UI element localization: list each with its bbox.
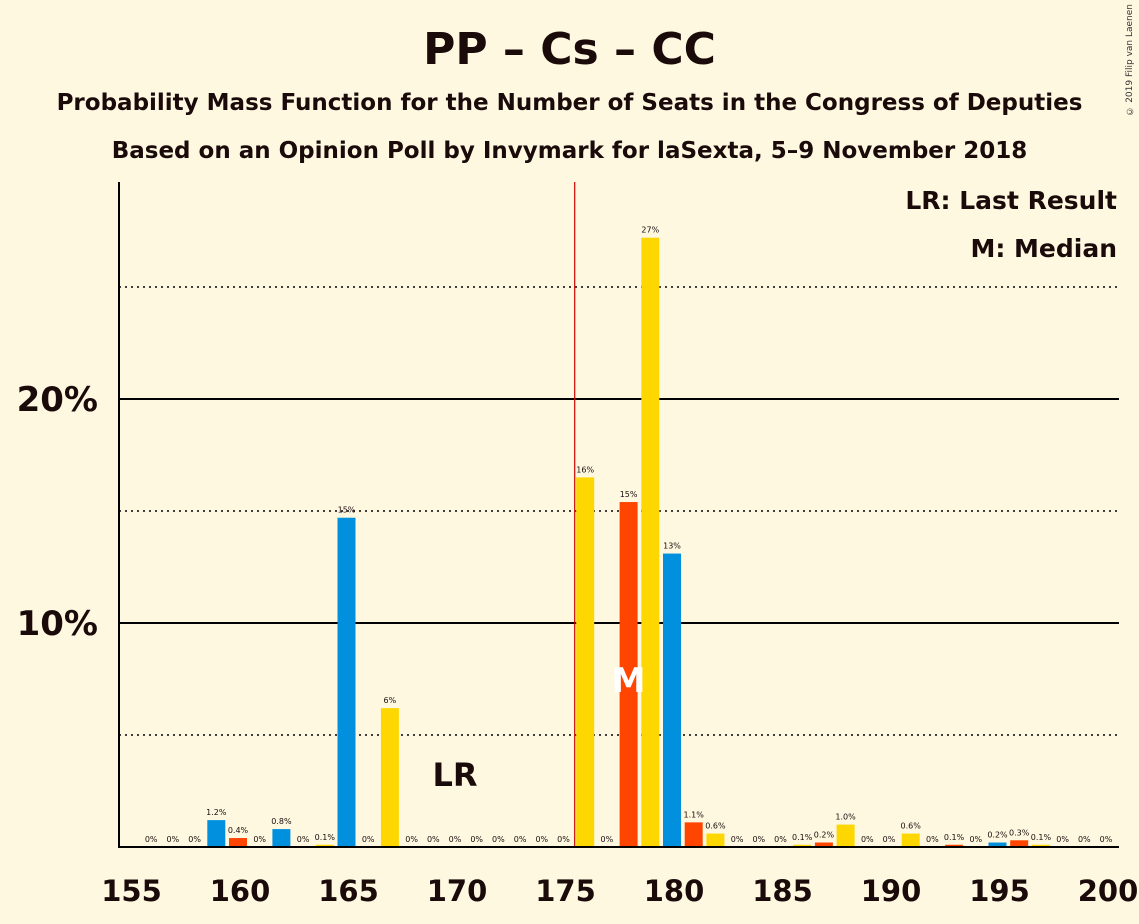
chart-title: PP – Cs – CC (423, 24, 716, 75)
data-label-185: 0% (774, 835, 787, 844)
bar-seat-180 (663, 553, 681, 847)
data-label-180: 13% (663, 542, 681, 551)
x-tick-160: 160 (210, 874, 271, 908)
legend-median: M: Median (970, 234, 1117, 263)
data-label-198: 0% (1056, 835, 1069, 844)
data-label-182: 0.6% (705, 822, 726, 831)
data-label-192: 0% (926, 835, 939, 844)
bar-seat-159 (207, 820, 226, 847)
data-label-199: 0% (1078, 835, 1091, 844)
data-label-193: 0.1% (944, 833, 965, 842)
bar-seat-195 (988, 842, 1007, 847)
data-label-181: 1.1% (684, 810, 705, 819)
bar-seat-162 (272, 829, 291, 847)
data-label-175: 0% (557, 835, 570, 844)
bar-seat-191 (901, 833, 920, 847)
x-tick-185: 185 (752, 874, 813, 908)
bar-seat-186 (793, 844, 812, 847)
x-tick-165: 165 (318, 874, 379, 908)
data-label-164: 0.1% (315, 833, 336, 842)
data-label-186: 0.1% (792, 833, 813, 842)
bar-seat-188 (836, 824, 855, 847)
data-label-183: 0% (731, 835, 744, 844)
data-label-189: 0% (861, 835, 874, 844)
bar-seat-197 (1031, 844, 1050, 847)
data-label-187: 0.2% (814, 831, 835, 840)
data-label-179: 27% (641, 226, 659, 235)
y-tick-10: 10% (17, 604, 98, 644)
data-label-178: 15% (620, 490, 638, 499)
bar-series (207, 237, 1050, 848)
data-label-167: 6% (384, 696, 397, 705)
data-label-165: 15% (338, 506, 356, 515)
x-tick-200: 200 (1078, 874, 1139, 908)
gridlines (119, 286, 1119, 736)
data-label-161: 0% (253, 835, 266, 844)
data-label-162: 0.8% (271, 817, 292, 826)
data-label-170: 0% (449, 835, 462, 844)
chart-subtitle-2: Based on an Opinion Poll by Invymark for… (111, 138, 1028, 164)
data-label-156: 0% (145, 835, 158, 844)
last-result-marker: LR (432, 756, 477, 794)
data-label-194: 0% (969, 835, 982, 844)
bar-seat-167 (380, 708, 399, 847)
axes (118, 182, 1119, 848)
x-tick-190: 190 (861, 874, 922, 908)
data-label-174: 0% (535, 835, 548, 844)
data-label-160: 0.4% (228, 826, 249, 835)
data-label-191: 0.6% (901, 822, 922, 831)
data-label-195: 0.2% (987, 831, 1008, 840)
data-label-158: 0% (188, 835, 201, 844)
bar-seat-196 (1010, 840, 1029, 847)
data-label-159: 1.2% (206, 808, 227, 817)
bar-seat-160 (229, 838, 247, 847)
data-label-177: 0% (601, 835, 614, 844)
data-label-169: 0% (427, 835, 440, 844)
x-tick-170: 170 (427, 874, 488, 908)
data-label-157: 0% (167, 835, 180, 844)
bar-seat-164 (315, 844, 334, 847)
x-tick-180: 180 (644, 874, 705, 908)
data-label-196: 0.3% (1009, 828, 1030, 837)
x-tick-195: 195 (969, 874, 1030, 908)
data-label-197: 0.1% (1031, 833, 1052, 842)
markers: LR M (432, 661, 645, 794)
x-tick-155: 155 (101, 874, 162, 908)
legend-last-result: LR: Last Result (905, 186, 1117, 215)
data-label-171: 0% (470, 835, 483, 844)
y-tick-20: 20% (17, 380, 98, 420)
chart-subtitle-1: Probability Mass Function for the Number… (56, 90, 1083, 116)
median-marker: M (612, 661, 646, 701)
data-label-188: 1.0% (835, 813, 856, 822)
bar-seat-165 (337, 517, 356, 847)
bar-seat-178 (619, 502, 638, 847)
tick-labels: 10% 20% 155 160 165 170 175 180 185 190 195 200 (17, 380, 1139, 908)
data-label-176: 16% (576, 465, 594, 474)
data-label-200: 0% (1100, 835, 1113, 844)
data-label-184: 0% (752, 835, 765, 844)
bar-seat-179 (641, 237, 660, 848)
data-label-172: 0% (492, 835, 505, 844)
data-labels: 0% 0% 0% 1.2%0.4% 0% 0.8% 0% 0.1% 15% 0% 6% 0% 0% 0% 0… (145, 226, 1113, 844)
bar-seat-176 (576, 477, 595, 847)
bar-seat-182 (706, 833, 725, 847)
x-tick-175: 175 (535, 874, 596, 908)
data-label-173: 0% (514, 835, 527, 844)
data-label-166: 0% (362, 835, 375, 844)
bar-seat-193 (945, 844, 964, 847)
data-label-190: 0% (883, 835, 896, 844)
bar-seat-187 (814, 842, 833, 847)
bar-seat-181 (684, 822, 703, 847)
data-label-168: 0% (405, 835, 418, 844)
data-label-163: 0% (297, 835, 310, 844)
